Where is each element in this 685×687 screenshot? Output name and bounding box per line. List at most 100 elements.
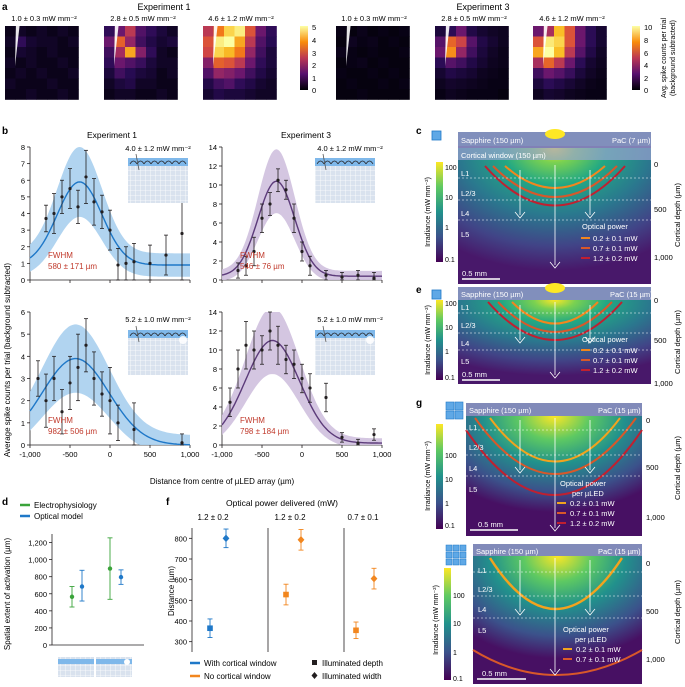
heatmap-cell: [378, 78, 389, 90]
heatmap-cell: [15, 26, 27, 37]
heatmap-cell: [203, 78, 214, 90]
heatmap-cell: [367, 47, 379, 58]
heatmap-cell: [466, 47, 478, 58]
heatmap-cell: [346, 36, 358, 48]
heatmap-cell: [245, 57, 256, 69]
g-top-sapphire-label: Sapphire (150 µm): [469, 406, 532, 415]
heatmap-cell: [167, 78, 178, 90]
g-model-top: Sapphire (150 µm) PaC (15 µm) L1 L2/3 L4…: [465, 403, 643, 536]
g-bottom-contour-0.2: [488, 557, 624, 611]
b-plot-b-exp1-top: 0 1 2 3 4 5 6 7 8 FWHM 580 ± 171 µm: [21, 143, 191, 285]
data-point: [60, 410, 64, 414]
g-bottom-legend: Optical power per µLED 0.2 ± 0.1 mW 0.7 …: [563, 625, 621, 664]
heatmap-cell: [5, 47, 16, 58]
a-colorbar-1-ticks: 5 4 3 2 1 0: [312, 23, 316, 95]
a-colorbar-label: Avg. spike counts per trial (background …: [661, 18, 677, 98]
heatmap-cell: [498, 68, 509, 79]
heatmap-cell: [213, 68, 225, 79]
b-plot-b-exp1-bottom: 0 1 2 3 4 5 6 -1,000 -500 0 500 1,000 FWHM 982 ± 506 …: [19, 308, 199, 459]
data-point: [36, 376, 40, 381]
cb-label-2: (background subtracted): [670, 20, 677, 96]
f-y-tick-label: 600: [174, 576, 187, 585]
heatmap-cell: [266, 89, 277, 100]
f-legend-window: With cortical window: [204, 659, 277, 668]
fwhm-label: FWHM: [240, 416, 265, 425]
c-window-label: Cortical window (150 µm): [461, 151, 546, 160]
g-bottom-pac-label: PaC (15 µm): [598, 547, 641, 556]
heatmap-cell: [156, 68, 168, 79]
heatmap-cell: [68, 78, 79, 90]
data-point: [356, 273, 360, 277]
probe-line: [135, 325, 140, 343]
arc-marker: [143, 332, 152, 337]
heatmap-cell: [5, 89, 16, 100]
heatmap-cell: [224, 26, 235, 37]
heatmap-cell: [146, 89, 157, 100]
heatmap-cell: [125, 57, 136, 69]
heatmap-cell: [104, 36, 115, 48]
y-tick-label: 0: [213, 276, 217, 285]
g-top-legend-title-1: Optical power: [560, 479, 606, 488]
b-insets: 4.0 ± 1.2 mW mm⁻² 4.0 ± 1.2 mW mm⁻² 5.2 ± …: [125, 144, 383, 375]
e-irr-tick: 10: [445, 325, 453, 332]
c-pac-label: PaC (7 µm): [612, 136, 651, 145]
heatmap-cell: [367, 26, 379, 37]
heatmap-cell: [543, 36, 555, 48]
x-tick-label: 1,000: [373, 450, 392, 459]
heatmap-cell: [367, 36, 379, 48]
x-tick-label: 0: [108, 450, 112, 459]
heatmap-cell: [435, 89, 446, 100]
heatmap-cell: [135, 78, 147, 90]
heatmap-cell: [47, 36, 58, 48]
heatmap-cell: [575, 78, 586, 90]
heatmap-cell: [367, 89, 379, 100]
heatmap-cell: [234, 78, 246, 90]
heatmap-cell: [357, 78, 368, 90]
e-legend-3: 1.2 ± 0.2 mW: [593, 366, 638, 375]
heatmap-cell: [367, 68, 379, 79]
y-tick-label: 14: [209, 143, 217, 152]
y-tick-label: 8: [21, 143, 25, 152]
g-top-layer-l4: L4: [469, 464, 477, 473]
b-xlabel: Distance from centre of µLED array (µm): [150, 477, 295, 486]
c-irr-label: Irradiance (mW mm⁻²): [425, 177, 432, 247]
heatmap-cell: [203, 26, 214, 37]
heatmap-cell: [466, 36, 478, 48]
x-tick-label: 0: [300, 450, 304, 459]
heatmap-cell: [554, 36, 565, 48]
f-plot: 300 400 500 600 700 800: [174, 528, 378, 652]
y-tick-label: 2: [213, 257, 217, 266]
heatmap-cell: [466, 57, 478, 69]
g-top-legend: Optical power per µLED 0.2 ± 0.1 mW 0.7 …: [557, 479, 615, 528]
cb1-tick: 3: [312, 49, 316, 58]
c-legend-title: Optical power: [582, 222, 628, 231]
data-point: [252, 249, 256, 254]
g-top-neurons: [514, 418, 596, 532]
heatmap-cell: [224, 36, 235, 48]
heatmap-cell: [399, 89, 410, 100]
f-group-3: 0.7 ± 0.1: [347, 513, 379, 522]
arc-marker: [178, 160, 187, 165]
heatmap-cell: [336, 78, 347, 90]
cb1-tick: 2: [312, 61, 316, 70]
e-colorbar-ticks: 100 10 1 0.1: [445, 301, 457, 382]
data-point: [284, 188, 288, 192]
heatmap-cell: [357, 47, 368, 58]
c-layer-l1: L1: [461, 169, 469, 178]
e-irr-tick: 100: [445, 301, 457, 308]
data-point: [260, 216, 264, 220]
g-top-legend-3: 1.2 ± 0.2 mW: [570, 519, 615, 528]
g-top-legend-2: 0.7 ± 0.1 mW: [570, 509, 615, 518]
g-top-depth-tick: 0: [646, 416, 650, 425]
heatmap-cell: [156, 57, 168, 69]
inset-power-label: 5.2 ± 1.0 mW mm⁻²: [125, 315, 191, 324]
data-point: [76, 205, 80, 209]
heatmap-cell: [234, 47, 246, 58]
data-point: [228, 400, 232, 404]
heatmap-cell: [135, 68, 147, 79]
b-exp3-title: Experiment 3: [281, 130, 331, 140]
g-top-sapphire: [466, 403, 642, 416]
f-legend-depth-marker: [312, 660, 317, 665]
y-tick-label: 6: [213, 384, 217, 393]
heatmap-cell: [456, 36, 467, 48]
